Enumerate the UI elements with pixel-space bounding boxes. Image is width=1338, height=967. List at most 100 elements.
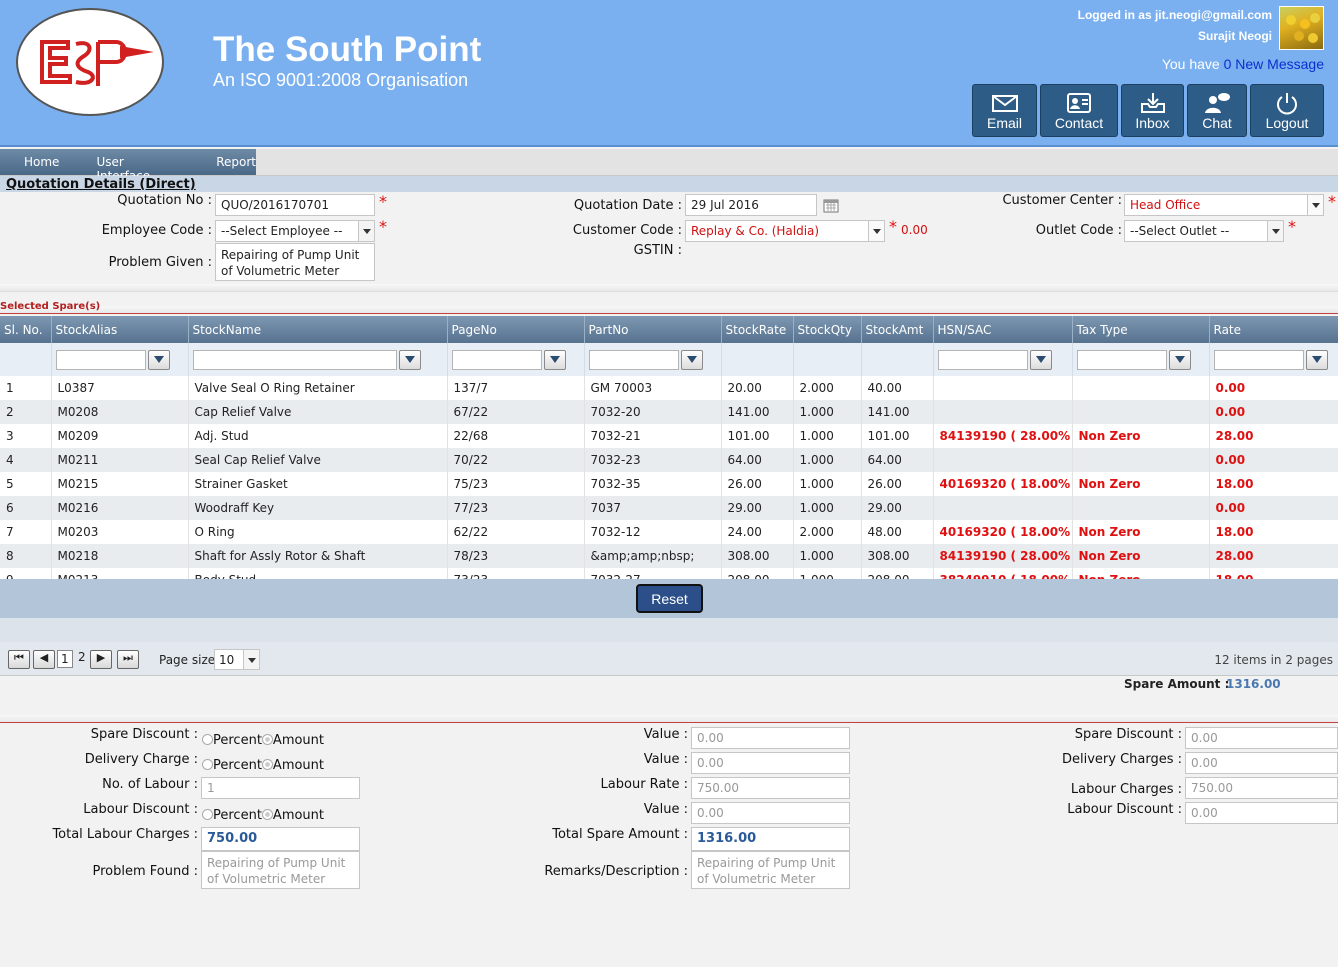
cell-stock-rate: 26.00	[721, 472, 794, 496]
table-row[interactable]: 5 M0215 Strainer Gasket 75/23 7032-35 26.00 1.…	[0, 472, 1338, 496]
nav-menu: Home User Interface Report	[0, 149, 256, 183]
company-logo[interactable]	[16, 8, 164, 116]
calendar-icon[interactable]	[823, 198, 839, 213]
cell-part-no: GM 70003	[584, 376, 722, 400]
amount-label: Amount	[272, 758, 325, 773]
email-button[interactable]: Email	[972, 84, 1037, 137]
filter-icon[interactable]	[1029, 349, 1052, 370]
page-size-select[interactable]: 10	[214, 649, 260, 670]
nav-home[interactable]: Home	[24, 155, 60, 169]
col-stock-name[interactable]: StockName	[188, 316, 448, 343]
contact-button[interactable]: Contact	[1040, 84, 1118, 137]
amount-radio[interactable]	[261, 734, 273, 745]
filter-icon[interactable]	[1168, 349, 1191, 370]
cell-part-no: 7037	[584, 496, 722, 520]
summary-labour-charges-field[interactable]: 750.00	[1185, 777, 1338, 799]
amount-radio[interactable]	[261, 809, 273, 820]
col-stock-alias[interactable]: StockAlias	[51, 316, 189, 343]
filter-icon[interactable]	[398, 349, 421, 370]
cell-stock-amt: 141.00	[861, 400, 934, 424]
remarks-field[interactable]: Repairing of Pump Unit of Volumetric Met…	[691, 851, 850, 889]
nav-report[interactable]: Report	[216, 155, 256, 169]
avatar[interactable]	[1279, 6, 1324, 50]
total-spare-amount-field[interactable]: 1316.00	[691, 827, 850, 851]
reset-button[interactable]: Reset	[636, 584, 703, 613]
table-row[interactable]: 6 M0216 Woodraff Key 77/23 7037 29.00 1.000 29.…	[0, 496, 1338, 520]
filter-icon[interactable]	[680, 349, 703, 370]
problem-given-field[interactable]: Repairing of Pump Unit of Volumetric Met…	[215, 243, 375, 281]
table-row[interactable]: 3 M0209 Adj. Stud 22/68 7032-21 101.00 1.000 10…	[0, 424, 1338, 448]
filter-input[interactable]	[55, 349, 146, 370]
filter-input[interactable]	[588, 349, 679, 370]
col-stock-rate[interactable]: StockRate	[721, 316, 794, 343]
chevron-down-icon[interactable]	[868, 221, 884, 241]
chevron-down-icon[interactable]	[358, 221, 374, 241]
labour-discount-value-field[interactable]: 0.00	[691, 802, 850, 824]
col-tax-type[interactable]: Tax Type	[1072, 316, 1210, 343]
col-stock-amt[interactable]: StockAmt	[861, 316, 934, 343]
total-spare-amount-label: Total Spare Amount :	[552, 827, 688, 842]
filter-input[interactable]	[1076, 349, 1167, 370]
next-page-icon[interactable]: ▶	[90, 650, 112, 669]
summary-spare-discount-field[interactable]: 0.00	[1185, 727, 1338, 749]
customer-center-select[interactable]: Head Office	[1124, 194, 1324, 216]
page-1[interactable]: 1	[57, 650, 73, 668]
last-page-icon[interactable]: ⏭	[117, 650, 139, 669]
prev-page-icon[interactable]: ◀	[33, 650, 55, 669]
table-row[interactable]: 4 M0211 Seal Cap Relief Valve 70/22 7032-23 6…	[0, 448, 1338, 472]
cell-page-no: 62/22	[447, 520, 585, 544]
filter-input[interactable]	[937, 349, 1028, 370]
labour-rate-field[interactable]: 750.00	[691, 777, 850, 799]
percent-radio[interactable]	[202, 759, 213, 770]
filter-input[interactable]	[192, 349, 397, 370]
contact-label: Contact	[1054, 115, 1104, 131]
filter-icon[interactable]	[1305, 349, 1328, 370]
chevron-down-icon[interactable]	[1307, 195, 1323, 215]
percent-radio[interactable]	[202, 734, 213, 745]
table-row[interactable]: 7 M0203 O Ring 62/22 7032-12 24.00 2.000 48.00 4…	[0, 520, 1338, 544]
col-hsn-sac[interactable]: HSN/SAC	[933, 316, 1073, 343]
filter-icon[interactable]	[147, 349, 170, 370]
delivery-charge-value-field[interactable]: 0.00	[691, 752, 850, 774]
quotation-no-field[interactable]: QUO/2016170701	[215, 194, 375, 216]
amount-radio[interactable]	[261, 759, 273, 770]
percent-radio[interactable]	[202, 809, 213, 820]
inbox-button[interactable]: Inbox	[1121, 84, 1184, 137]
page-2[interactable]: 2	[78, 650, 86, 664]
filter-input[interactable]	[451, 349, 542, 370]
table-row[interactable]: 8 M0218 Shaft for Assly Rotor & Shaft 78/23…	[0, 544, 1338, 568]
chevron-down-icon[interactable]	[1267, 221, 1283, 241]
quotation-date-field[interactable]: 29 Jul 2016	[685, 194, 817, 216]
total-labour-charges-field[interactable]: 750.00	[201, 827, 360, 851]
nav-user-interface[interactable]: User Interface	[96, 155, 150, 183]
chevron-down-icon[interactable]	[243, 650, 259, 669]
col-rate[interactable]: Rate	[1209, 316, 1338, 343]
col-page-no[interactable]: PageNo	[447, 316, 585, 343]
summary-labour-discount-field[interactable]: 0.00	[1185, 802, 1338, 824]
spare-discount-value-field[interactable]: 0.00	[691, 727, 850, 749]
first-page-icon[interactable]: ⏮	[8, 650, 30, 669]
col-part-no[interactable]: PartNo	[584, 316, 722, 343]
new-message-link[interactable]: 0 New Message	[1223, 56, 1324, 72]
selected-spares-heading: Selected Spare(s)	[0, 301, 101, 312]
cell-hsn-sac	[933, 448, 1073, 472]
chat-button[interactable]: Chat	[1187, 84, 1247, 137]
logout-button[interactable]: Logout	[1250, 84, 1324, 137]
outlet-code-select[interactable]: --Select Outlet --	[1124, 220, 1284, 242]
summary-delivery-charges-field[interactable]: 0.00	[1185, 752, 1338, 774]
table-row[interactable]: 1 L0387 Valve Seal O Ring Retainer 137/7 GM …	[0, 376, 1338, 400]
no-of-labour-field[interactable]: 1	[201, 777, 360, 799]
customer-code-select[interactable]: Replay & Co. (Haldia)	[685, 220, 885, 242]
filter-input[interactable]	[1213, 349, 1304, 370]
table-row[interactable]: 2 M0208 Cap Relief Valve 67/22 7032-20 141.00…	[0, 400, 1338, 424]
col-stock-qty[interactable]: StockQty	[793, 316, 862, 343]
table-row[interactable]: 9M0213Body Stud73/237032-27208.001.00020…	[0, 568, 1338, 579]
customer-code-label: Customer Code :	[572, 223, 682, 238]
filter-cell	[0, 343, 52, 376]
employee-code-select[interactable]: --Select Employee --	[215, 220, 375, 242]
problem-found-field[interactable]: Repairing of Pump Unit of Volumetric Met…	[201, 851, 360, 889]
filter-icon[interactable]	[543, 349, 566, 370]
app-header: The South Point An ISO 9001:2008 Organis…	[0, 0, 1338, 147]
cell-stock-alias: M0203	[51, 520, 189, 544]
col-sl-no[interactable]: Sl. No.	[0, 316, 52, 343]
